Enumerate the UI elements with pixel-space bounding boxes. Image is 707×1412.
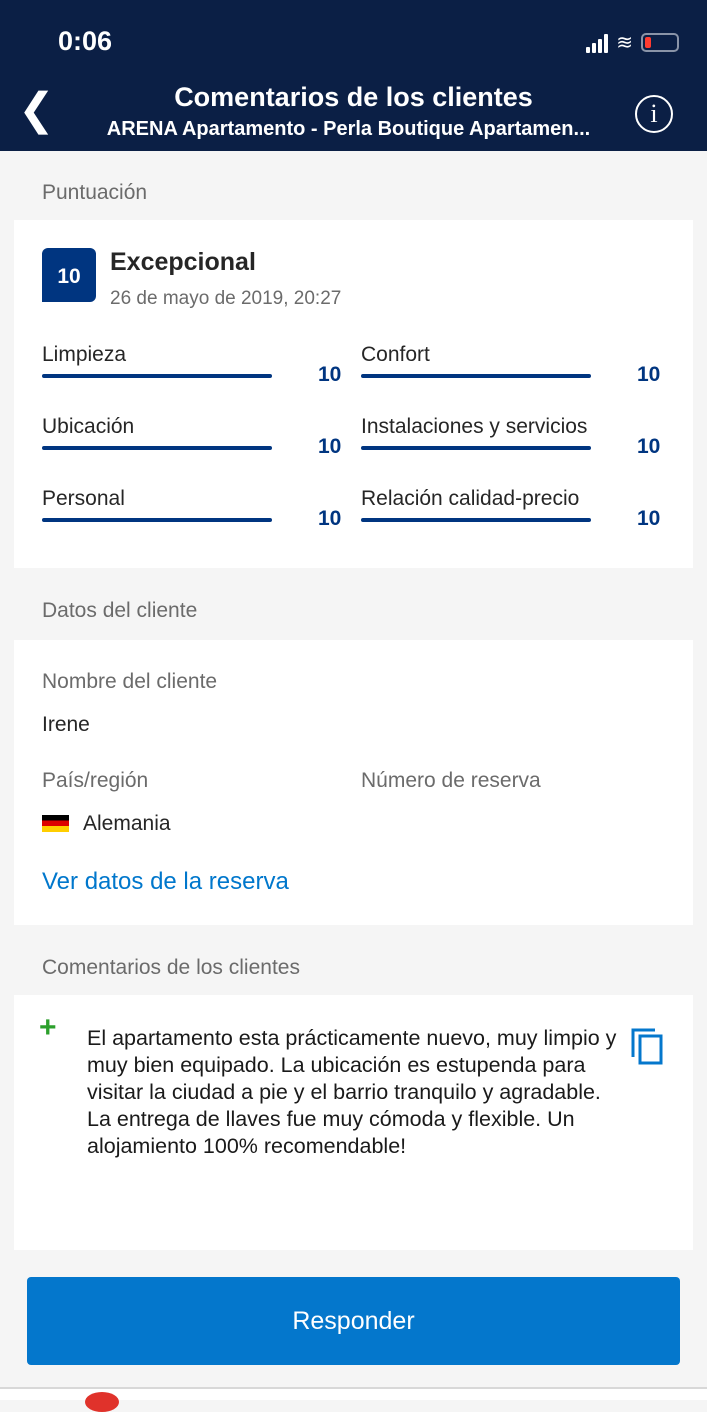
score-bar xyxy=(42,374,272,378)
signal-icon xyxy=(586,33,609,53)
notification-badge xyxy=(85,1392,119,1412)
positive-plus-icon: + xyxy=(39,1011,57,1044)
category-label: Personal xyxy=(42,487,125,510)
score-bar xyxy=(42,518,272,522)
rating-title: Excepcional xyxy=(110,248,256,276)
guest-name: Irene xyxy=(42,713,90,736)
score-bar xyxy=(361,446,591,450)
page-subtitle: ARENA Apartamento - Perla Boutique Apart… xyxy=(106,118,591,140)
comments-section-label: Comentarios de los clientes xyxy=(42,956,300,979)
status-time: 0:06 xyxy=(58,26,113,56)
nav-header: 0:06 ≋ ❮ Comentarios de los clientes ARE… xyxy=(0,0,707,151)
category-comfort: Confort 10 xyxy=(361,343,671,403)
category-staff: Personal 10 xyxy=(42,487,352,547)
category-facilities: Instalaciones y servicios 10 xyxy=(361,415,671,475)
category-label: Relación calidad-precio xyxy=(361,487,580,510)
category-score: 10 xyxy=(637,435,661,458)
category-score: 10 xyxy=(318,363,342,386)
score-bar xyxy=(361,518,591,522)
guest-name-label: Nombre del cliente xyxy=(42,670,218,693)
category-cleanliness: Limpieza 10 xyxy=(42,343,352,403)
score-section-label: Puntuación xyxy=(42,181,148,204)
category-score: 10 xyxy=(637,507,661,530)
view-booking-link[interactable]: Ver datos de la reserva xyxy=(42,868,289,895)
wifi-icon: ≋ xyxy=(616,32,633,54)
category-value: Relación calidad-precio 10 xyxy=(361,487,671,547)
comment-text: El apartamento esta prácticamente nuevo,… xyxy=(87,1026,617,1158)
tab-bar xyxy=(0,1387,707,1412)
country-value: Alemania xyxy=(42,812,171,836)
category-score: 10 xyxy=(318,507,342,530)
score-bar xyxy=(42,446,272,450)
copy-icon[interactable] xyxy=(630,1027,664,1065)
category-score: 10 xyxy=(637,363,661,386)
comment-card: + El apartamento esta prácticamente nuev… xyxy=(14,995,693,1250)
guest-card: Nombre del cliente Irene País/región Ale… xyxy=(14,640,693,925)
battery-icon xyxy=(641,33,679,52)
booking-number-label: Número de reserva xyxy=(361,769,541,792)
info-icon[interactable]: i xyxy=(635,95,673,133)
country-name: Alemania xyxy=(83,812,171,835)
review-date: 26 de mayo de 2019, 20:27 xyxy=(110,288,342,309)
status-icons: ≋ xyxy=(586,30,679,55)
guest-section-label: Datos del cliente xyxy=(42,599,198,622)
category-location: Ubicación 10 xyxy=(42,415,352,475)
category-label: Limpieza xyxy=(42,343,127,366)
category-label: Ubicación xyxy=(42,415,135,438)
country-label: País/región xyxy=(42,769,149,792)
back-button[interactable]: ❮ xyxy=(18,85,55,134)
germany-flag-icon xyxy=(42,815,69,832)
category-label: Instalaciones y servicios xyxy=(361,415,588,438)
category-score: 10 xyxy=(318,435,342,458)
score-badge: 10 xyxy=(42,248,96,302)
reply-button[interactable]: Responder xyxy=(27,1277,680,1365)
page-title: Comentarios de los clientes xyxy=(174,82,533,112)
score-card: 10 Excepcional 26 de mayo de 2019, 20:27… xyxy=(14,220,693,568)
score-bar xyxy=(361,374,591,378)
category-label: Confort xyxy=(361,343,430,366)
